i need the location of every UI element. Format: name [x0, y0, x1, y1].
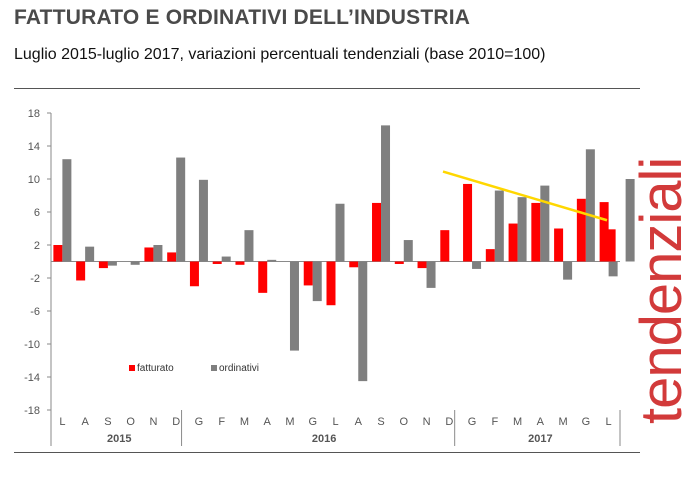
- chart-title: FATTURATO E ORDINATIVI DELL’INDUSTRIA: [14, 6, 471, 29]
- bar-ordinativi: [153, 245, 163, 262]
- bar-ordinativi: [358, 261, 368, 382]
- bar-fatturato: [53, 245, 63, 262]
- y-tick-label: 6: [34, 207, 40, 219]
- bar-fatturato: [417, 261, 427, 269]
- x-tick-label: L: [606, 416, 612, 428]
- y-tick-label: 18: [28, 108, 40, 120]
- trend-line: [442, 170, 608, 222]
- bar-fatturato: [189, 261, 199, 287]
- bar-ordinativi: [130, 261, 140, 265]
- bar-fatturato: [576, 198, 586, 262]
- x-tick-label: G: [308, 416, 317, 428]
- x-tick-label: M: [559, 416, 568, 428]
- bar-ordinativi: [107, 261, 117, 266]
- y-tick-label: -6: [30, 306, 40, 318]
- bar-fatturato: [76, 261, 86, 281]
- x-tick-label: O: [399, 416, 408, 428]
- x-tick-label: F: [491, 416, 498, 428]
- bar-ordinativi: [198, 179, 208, 262]
- bottom-rule: [14, 452, 640, 453]
- bar-ordinativi: [62, 159, 72, 262]
- bar-ordinativi: [312, 261, 322, 302]
- x-tick-label: D: [172, 416, 180, 428]
- bar-ordinativi: [244, 230, 254, 262]
- bar-fatturato: [440, 230, 450, 262]
- bar-fatturato: [167, 252, 177, 262]
- bar-ordinativi: [517, 197, 527, 262]
- y-tick-label: -10: [24, 339, 40, 351]
- x-tick-label: D: [445, 416, 453, 428]
- x-tick-label: S: [104, 416, 111, 428]
- bar-fatturato: [531, 202, 541, 262]
- bar-ordinativi: [608, 261, 618, 277]
- x-tick-label: N: [149, 416, 157, 428]
- x-tick-label: G: [468, 416, 477, 428]
- year-label: 2017: [528, 433, 552, 445]
- bar-ordinativi: [381, 125, 391, 262]
- bar-ordinativi: [625, 179, 635, 262]
- y-tick-label: -18: [24, 405, 40, 417]
- x-tick-label: M: [285, 416, 294, 428]
- x-tick-label: O: [126, 416, 135, 428]
- bar-ordinativi: [267, 259, 277, 262]
- x-tick-label: S: [377, 416, 384, 428]
- x-tick-label: A: [537, 416, 545, 428]
- bar-fatturato: [326, 261, 336, 306]
- bar-ordinativi: [335, 203, 345, 262]
- legend-swatch-fatturato: [129, 365, 135, 371]
- y-tick-label: -2: [30, 273, 40, 285]
- y-tick-label: 14: [28, 141, 40, 153]
- bar-fatturato: [508, 223, 518, 262]
- bar-fatturato: [144, 247, 154, 262]
- top-rule: [14, 88, 640, 89]
- bar-ordinativi: [494, 190, 504, 262]
- x-tick-label: L: [332, 416, 338, 428]
- bar-fatturato: [303, 261, 313, 286]
- legend-label-ordinativi: ordinativi: [219, 363, 259, 374]
- x-tick-label: L: [59, 416, 65, 428]
- bar-fatturato: [98, 261, 108, 269]
- year-label: 2016: [312, 433, 336, 445]
- bar-fatturato: [463, 183, 473, 262]
- y-tick-label: 2: [34, 240, 40, 252]
- y-tick-label: -14: [24, 372, 40, 384]
- x-tick-label: M: [513, 416, 522, 428]
- x-tick-label: A: [355, 416, 363, 428]
- bar-ordinativi: [403, 240, 413, 262]
- year-label: 2015: [107, 433, 131, 445]
- bar-fatturato: [606, 229, 616, 262]
- x-tick-label: A: [81, 416, 89, 428]
- x-tick-label: G: [195, 416, 204, 428]
- bar-ordinativi: [221, 256, 231, 262]
- legend-label-fatturato: fatturato: [137, 363, 174, 374]
- bar-fatturato: [485, 249, 495, 262]
- bar-ordinativi: [85, 246, 95, 262]
- bar-fatturato: [394, 261, 404, 264]
- x-tick-label: F: [218, 416, 225, 428]
- bar-ordinativi: [472, 261, 482, 269]
- legend-swatch-ordinativi: [211, 365, 217, 371]
- bar-fatturato: [554, 228, 564, 262]
- bar-ordinativi: [289, 261, 299, 351]
- bar-fatturato: [372, 202, 382, 262]
- x-tick-label: G: [582, 416, 591, 428]
- bar-fatturato: [349, 261, 359, 268]
- bar-ordinativi: [585, 149, 595, 262]
- bar-ordinativi: [176, 157, 186, 262]
- bar-fatturato: [258, 261, 268, 293]
- bar-fatturato: [599, 202, 609, 262]
- bar-fatturato: [212, 261, 222, 264]
- side-label: tendenziali: [629, 157, 694, 424]
- bar-ordinativi: [563, 261, 573, 280]
- bar-ordinativi: [540, 185, 550, 262]
- bar-fatturato: [235, 261, 245, 265]
- y-tick-label: 10: [28, 174, 40, 186]
- x-tick-label: A: [264, 416, 272, 428]
- x-tick-label: M: [240, 416, 249, 428]
- chart-subtitle: Luglio 2015-luglio 2017, variazioni perc…: [14, 46, 546, 63]
- x-tick-label: N: [423, 416, 431, 428]
- bar-ordinativi: [426, 261, 436, 288]
